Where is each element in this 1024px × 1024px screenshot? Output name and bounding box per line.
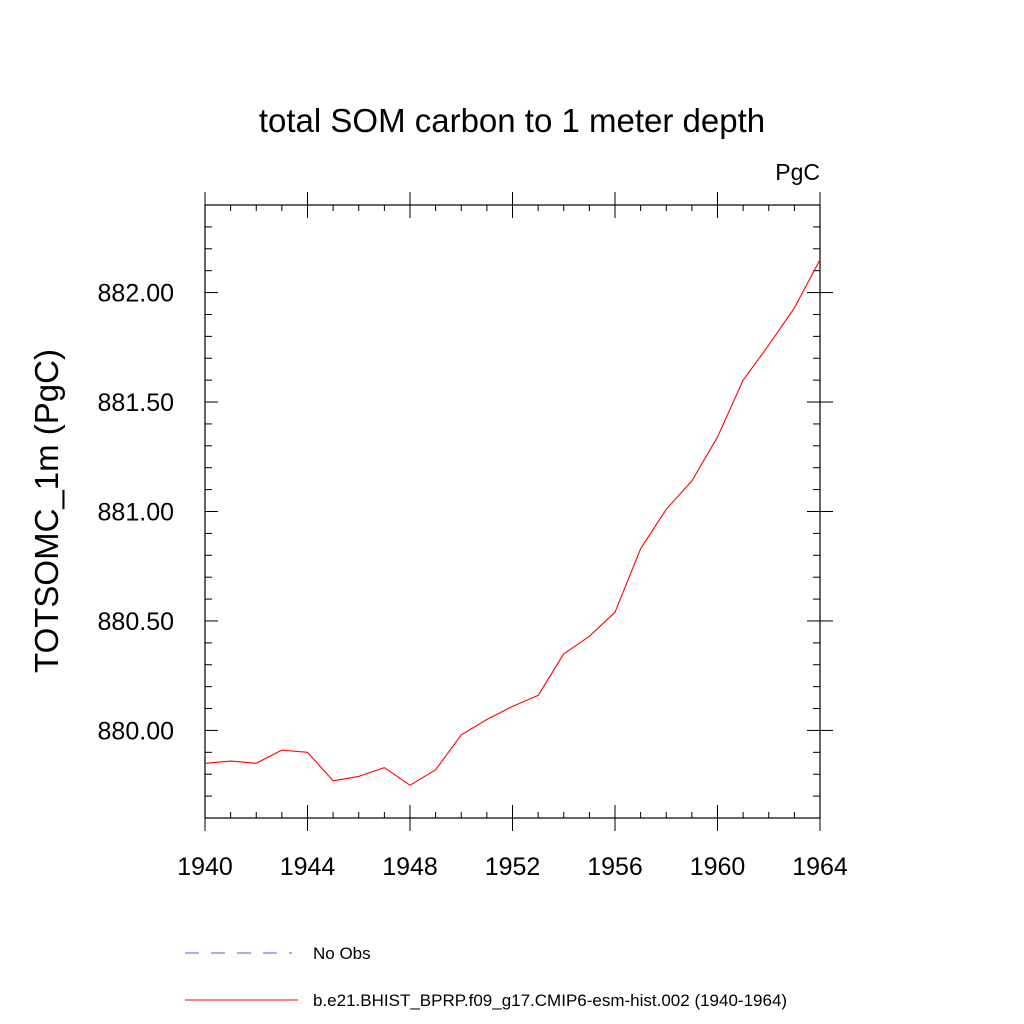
x-tick-label: 1952 — [485, 853, 541, 881]
x-tick-label: 1940 — [177, 853, 233, 881]
chart-title: total SOM carbon to 1 meter depth — [259, 102, 765, 139]
legend-label-no-obs: No Obs — [313, 944, 371, 963]
x-tick-label: 1960 — [690, 853, 746, 881]
x-tick-label: 1944 — [280, 853, 336, 881]
plot-area: 1940 1944 1948 1952 1956 1960 1964 880.00 880.50… — [98, 192, 848, 881]
x-tick-label: 1956 — [587, 853, 643, 881]
y-tick-label: 880.00 — [98, 717, 174, 745]
legend-label-model-run: b.e21.BHIST_BPRP.f09_g17.CMIP6-esm-hist.… — [313, 991, 787, 1010]
y-tick-label: 880.50 — [98, 608, 174, 636]
x-tick-label: 1948 — [382, 853, 438, 881]
units-label: PgC — [775, 159, 820, 185]
legend: No Obs b.e21.BHIST_BPRP.f09_g17.CMIP6-es… — [185, 944, 787, 1010]
y-tick-label: 882.00 — [98, 280, 174, 308]
x-tick-label: 1964 — [792, 853, 848, 881]
y-axis-label: TOTSOMC_1m (PgC) — [28, 349, 65, 673]
y-tick-label: 881.50 — [98, 389, 174, 417]
y-tick-label: 881.00 — [98, 499, 174, 527]
series-line — [204, 259, 821, 786]
plot-frame — [204, 204, 821, 819]
